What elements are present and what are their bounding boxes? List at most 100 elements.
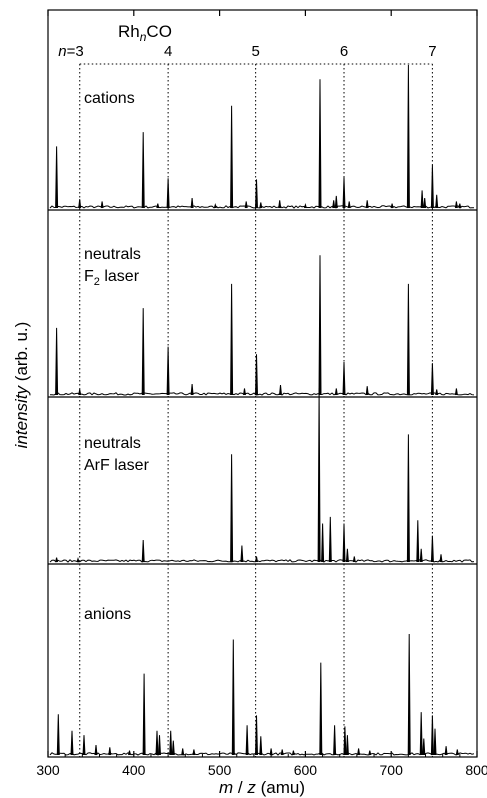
spectrum-peak [78, 199, 82, 209]
spectrum-peak [56, 714, 60, 756]
spectrum-peak [76, 556, 80, 563]
cluster-marker-label: 5 [251, 43, 259, 60]
spectrum-peak [407, 633, 411, 756]
spectrum-peak [169, 730, 173, 756]
spectrum-peak [291, 750, 295, 756]
spectrum-peak [422, 738, 426, 756]
spectrum-peak [192, 749, 196, 756]
species-label-base: Rh [118, 22, 140, 41]
spectrum-peak [334, 195, 338, 209]
spectrum-peak [100, 201, 104, 209]
spectrum-peak [259, 202, 263, 209]
spectrum-peak [82, 735, 86, 756]
spectrum-peak [279, 385, 282, 396]
spectrum-peak [155, 730, 159, 756]
spectrum-peak [419, 712, 423, 756]
spectrum-peak [156, 203, 160, 209]
spectrum-peak [243, 388, 246, 396]
spectrum-peak [141, 308, 145, 396]
spectrum-peak [108, 747, 112, 756]
panel-label: cations [84, 90, 135, 107]
cluster-marker-label: 4 [164, 43, 172, 60]
species-label-tail: CO [146, 22, 172, 41]
spectrum-peak [435, 194, 439, 209]
spectrum-peak [420, 190, 424, 209]
spectrum-peak [406, 283, 410, 396]
spectrum-peak [435, 389, 439, 396]
cluster-marker-label: n=3 [58, 43, 83, 60]
spectrum-peak [70, 730, 74, 756]
x-axis-title: m / z (amu) [219, 778, 305, 797]
spectrum-peak [345, 735, 349, 756]
spectrum-peak [94, 745, 98, 756]
panel-cations: cations [49, 64, 475, 209]
spectrum-baseline [50, 392, 475, 396]
plot-frame [47, 9, 478, 758]
spectrum-peak [244, 201, 248, 209]
spectrum-peak [231, 639, 235, 756]
panel-neutrals-f2: neutrals F2 laser [48, 209, 477, 396]
spectrum-peak [458, 203, 462, 209]
spectrum-panels: cations neutrals F2 laser neutrals ArF laser… [48, 64, 477, 756]
spectrum-peak [416, 520, 420, 563]
x-tick-label: 500 [208, 762, 232, 778]
spectrum-peak [439, 554, 443, 563]
panel-anions: anions [48, 563, 477, 756]
spectrum-peak [321, 523, 325, 563]
spectrum-peak [280, 749, 284, 756]
spectrum-peak [230, 283, 234, 396]
spectrum-peak [430, 363, 434, 396]
panel-label: neutrals [84, 246, 141, 263]
spectrum-peak [317, 388, 321, 563]
spectrum-peak [190, 198, 194, 209]
spectrum-peak [430, 165, 434, 209]
spectrum-peak [230, 454, 234, 563]
spectrum-peak [455, 749, 459, 756]
panel-neutrals-arf: neutrals ArF laser [48, 388, 477, 563]
x-tick-label: 300 [36, 762, 60, 778]
spectrum-peak [352, 556, 356, 563]
spectrum-peak [255, 179, 258, 209]
x-axis-title-unit: (amu) [256, 778, 305, 797]
spectrum-peak [142, 673, 146, 756]
x-axis-title-z: z [246, 778, 256, 797]
spectrum-peak [419, 548, 423, 563]
spectrum-peak [357, 748, 361, 756]
species-label-sub: n [140, 30, 147, 44]
spectrum-peak [158, 735, 161, 756]
spectrum-peak [423, 198, 427, 209]
spectrum-peak [318, 79, 322, 209]
spectrum-peak [128, 750, 131, 756]
spectrum-peak [190, 383, 194, 396]
x-axis-title-m: m [219, 778, 233, 797]
cluster-size-markers: n=3 4 5 6 7 [58, 43, 437, 757]
x-tick-label: 800 [465, 762, 487, 778]
spectrum-peak [230, 105, 234, 209]
spectrum-peak [390, 203, 394, 209]
spectrum-peak [278, 200, 282, 209]
spectrum-peak [181, 748, 185, 756]
spectrum-peak [240, 545, 244, 563]
spectrum-peak [303, 202, 307, 209]
panel-label: ArF laser [84, 457, 150, 474]
spectrum-peak [406, 434, 410, 563]
spectrum-peak [454, 388, 458, 396]
y-axis-title-rest: (arb. u.) [12, 322, 31, 386]
spectrum-peak [365, 386, 369, 396]
spectrum-peak [318, 255, 322, 396]
x-tick-label: 400 [122, 762, 146, 778]
spectrum-peak [269, 748, 273, 756]
x-tick-label: 700 [380, 762, 404, 778]
spectrum-peak [55, 557, 59, 563]
spectrum-peak [213, 202, 217, 209]
spectrum-peak [433, 728, 437, 756]
spectrum-peak [406, 64, 410, 209]
spectrum-peak [141, 132, 145, 209]
y-axis-title-italic: intensity [12, 384, 31, 448]
cluster-marker-label: 6 [340, 43, 348, 60]
panel-label: anions [84, 606, 131, 623]
x-axis: 300 400 500 600 700 800 [36, 10, 487, 778]
x-tick-label: 600 [294, 762, 318, 778]
spectrum-peak [342, 361, 346, 396]
